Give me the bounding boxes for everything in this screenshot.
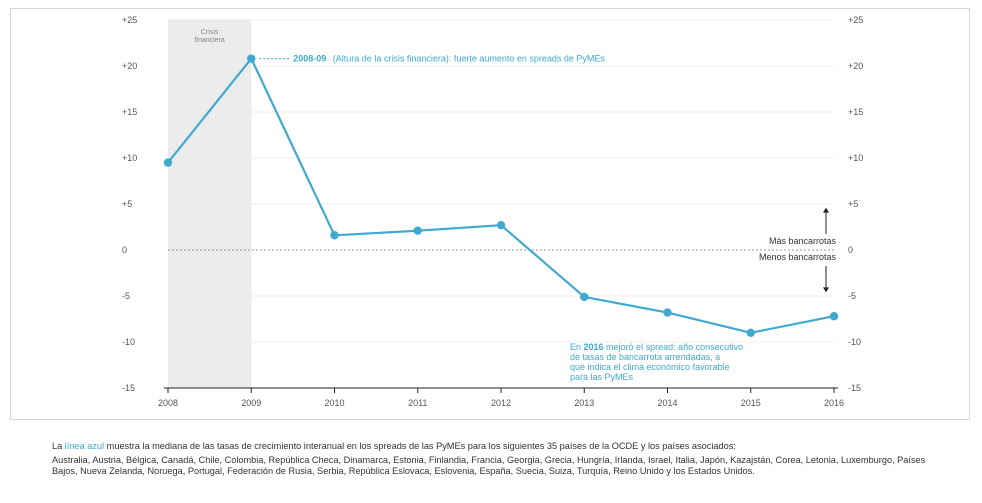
data-point [330, 231, 339, 240]
end-annotation-line: En 2016 mejoró el spread: año consecutiv… [570, 342, 743, 352]
chart-notes: La línea azul muestra la mediana de las … [52, 441, 952, 480]
end-annotation-part: para las PyMEs [570, 372, 634, 382]
x-tick-label: 2009 [241, 398, 261, 408]
chart-frame [10, 8, 970, 420]
data-point [163, 158, 173, 167]
x-tick-label: 2014 [657, 398, 677, 408]
x-tick-label: 2010 [324, 398, 344, 408]
data-point [746, 328, 755, 337]
down-arrow-head [823, 287, 829, 293]
end-annotation-part: de tasas de bancarrota [570, 352, 665, 362]
x-tick-label: 2016 [824, 398, 844, 408]
y-tick-label-left: -5 [122, 291, 130, 301]
y-tick-label-right: -5 [848, 291, 856, 301]
data-point [413, 226, 422, 235]
end-annotation-bold: 2016 [584, 342, 604, 352]
y-tick-label-right: +15 [848, 107, 863, 117]
y-tick-label-left: -10 [122, 337, 135, 347]
end-annotation-part: que indica el clima económico favorable [570, 362, 730, 372]
data-point [580, 292, 589, 302]
end-annotation-part: mejoró el spread: año consecutivo [604, 342, 744, 352]
peak-annotation-text: (Altura de la crisis financiera): fuerte… [333, 54, 606, 64]
crisis-label-line: Crisis [201, 29, 219, 36]
data-point [496, 220, 506, 230]
y-tick-label-left: +25 [122, 15, 137, 25]
y-tick-label-right: +10 [848, 153, 863, 163]
end-annotation-line: de tasas de bancarrota arrendadas, a [570, 352, 720, 362]
end-annotation-part: arrendadas, a [665, 352, 721, 362]
series-layer [163, 54, 839, 337]
x-tick-label: 2015 [741, 398, 761, 408]
axis-layer: +25 +25 +20 +20 +15 +15 +10 +10 +5 +5 0 0 -5 -5 -10 -10… [122, 15, 863, 408]
data-point [247, 54, 256, 63]
end-annotation-part: En [570, 342, 584, 352]
crisis-label-line: financiera [194, 37, 224, 44]
up-arrow-head [823, 207, 829, 213]
y-tick-label-right: 0 [848, 245, 853, 255]
end-annotation: En 2016 mejoró el spread: año consecutiv… [570, 342, 743, 382]
y-tick-label-left: -15 [122, 383, 135, 393]
direction-arrows [823, 207, 829, 293]
y-tick-label-left: +20 [122, 61, 137, 71]
y-tick-label-left: +5 [122, 199, 132, 209]
y-tick-label-right: +5 [848, 199, 858, 209]
y-tick-label-left: 0 [122, 245, 127, 255]
notes-line-1-highlight: línea azul [64, 441, 105, 451]
peak-annotation: 2008-09 (Altura de la crisis financiera)… [293, 54, 605, 64]
peak-annotation-bold: 2008-09 [293, 54, 326, 64]
end-annotation-line: para las PyMEs [570, 372, 634, 382]
end-annotation-line: que indica el clima económico favorable [570, 362, 730, 372]
y-tick-label-left: +15 [122, 107, 137, 117]
y-tick-label-right: +25 [848, 15, 863, 25]
x-tick-label: 2011 [408, 398, 427, 408]
x-tick-label: 2008 [158, 398, 178, 408]
y-tick-label-right: +20 [848, 61, 863, 71]
grid-layer [168, 19, 834, 389]
x-tick-label: 2012 [491, 398, 511, 408]
data-point [829, 312, 839, 321]
y-tick-label-right: -15 [848, 383, 861, 393]
y-tick-label-right: -10 [848, 337, 861, 347]
more-bankruptcies-label: Más bancarrotas [769, 236, 837, 246]
series-line [167, 57, 835, 334]
x-tick-label: 2013 [574, 398, 594, 408]
annotation-layer: 2008-09 (Altura de la crisis financiera)… [259, 54, 836, 382]
y-tick-label-left: +10 [122, 153, 137, 163]
notes-line-1-pre: La [52, 441, 65, 451]
notes-line-1-post: muestra la mediana de las tasas de creci… [104, 441, 736, 451]
notes-line-2: Australia, Austria, Bélgica, Canadá, Chi… [52, 455, 926, 476]
data-point [663, 308, 672, 317]
fewer-bankruptcies-label: Menos bancarrotas [759, 252, 837, 262]
notes-line-1: La línea azul muestra la mediana de las … [52, 441, 952, 452]
